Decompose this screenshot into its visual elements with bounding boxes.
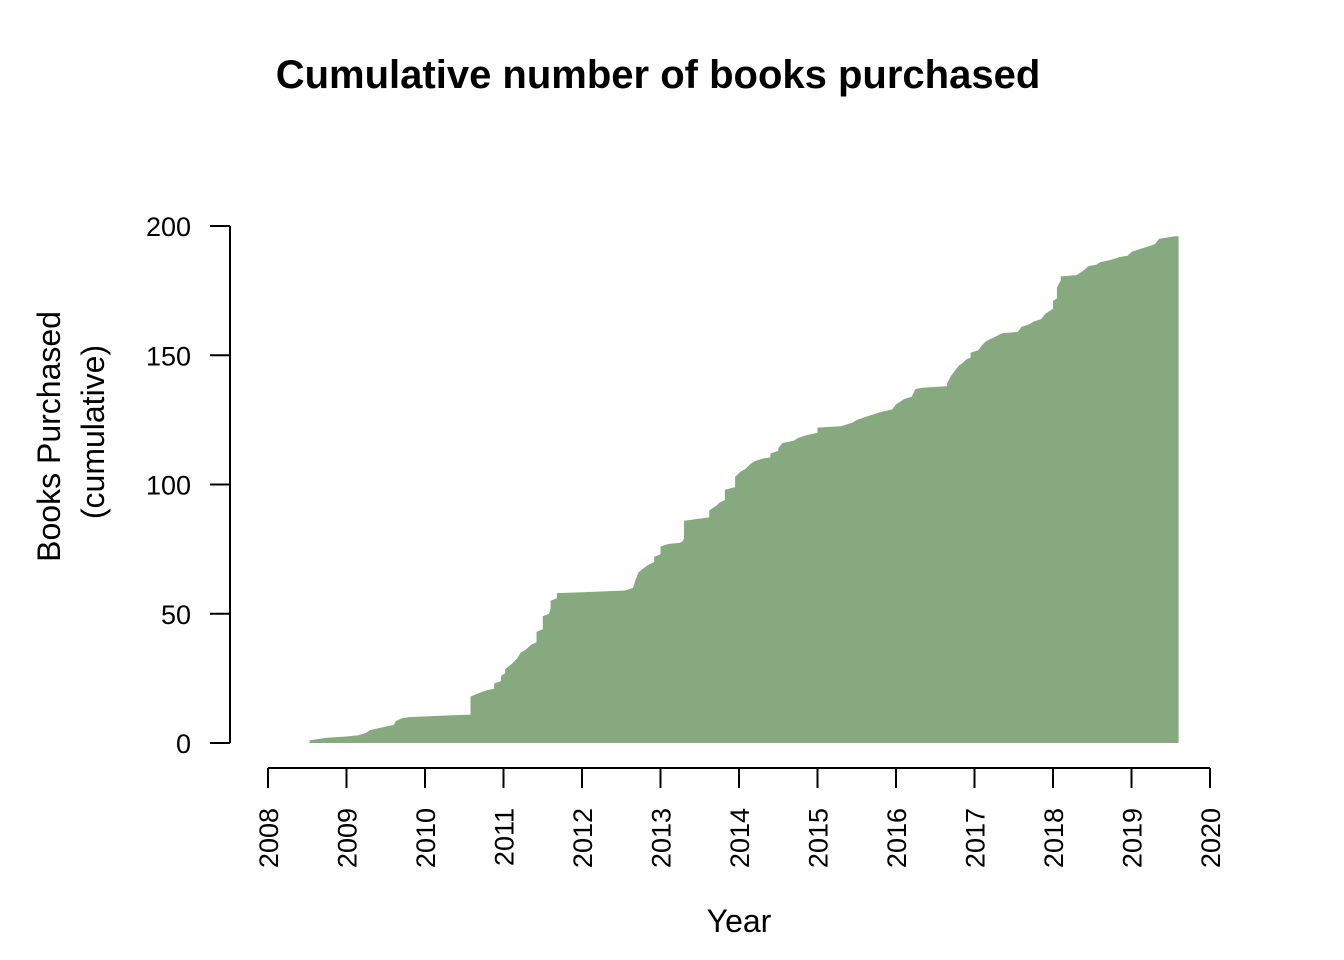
x-tick-label: 2011 [490,808,520,866]
x-tick-label: 2012 [568,808,598,868]
x-tick-label: 2016 [882,808,912,868]
y-axis-label-line-1: Books Purchased [31,311,67,562]
area-layer [309,231,1179,743]
x-tick-label: 2020 [1196,808,1226,868]
y-axis: 0 50 100 150 200 [146,212,231,759]
x-tick-label: 2008 [254,808,284,868]
y-tick-label: 100 [146,471,191,501]
y-axis-label: Books Purchased (cumulative) [31,302,111,562]
x-tick-label: 2014 [725,808,755,868]
x-axis-label: Year [707,903,772,939]
x-tick-label: 2013 [647,808,677,868]
y-tick-label: 150 [146,341,191,371]
x-tick-label: 2017 [961,808,991,868]
y-tick-label: 200 [146,212,191,242]
y-tick-label: 50 [161,600,191,630]
x-tick-label: 2018 [1039,808,1069,868]
x-tick-label: 2019 [1118,808,1148,868]
x-tick-label: 2009 [333,808,363,868]
y-tick-label: 0 [176,729,191,759]
chart-title: Cumulative number of books purchased [276,53,1041,97]
x-tick-label: 2015 [804,808,834,868]
x-tick-label: 2010 [411,808,441,868]
area-series-0 [309,231,1179,743]
y-axis-label-line-2: (cumulative) [75,345,111,519]
x-axis: 2008 2009 2010 2011 2012 2013 2014 2015 2016 2017… [254,767,1226,868]
